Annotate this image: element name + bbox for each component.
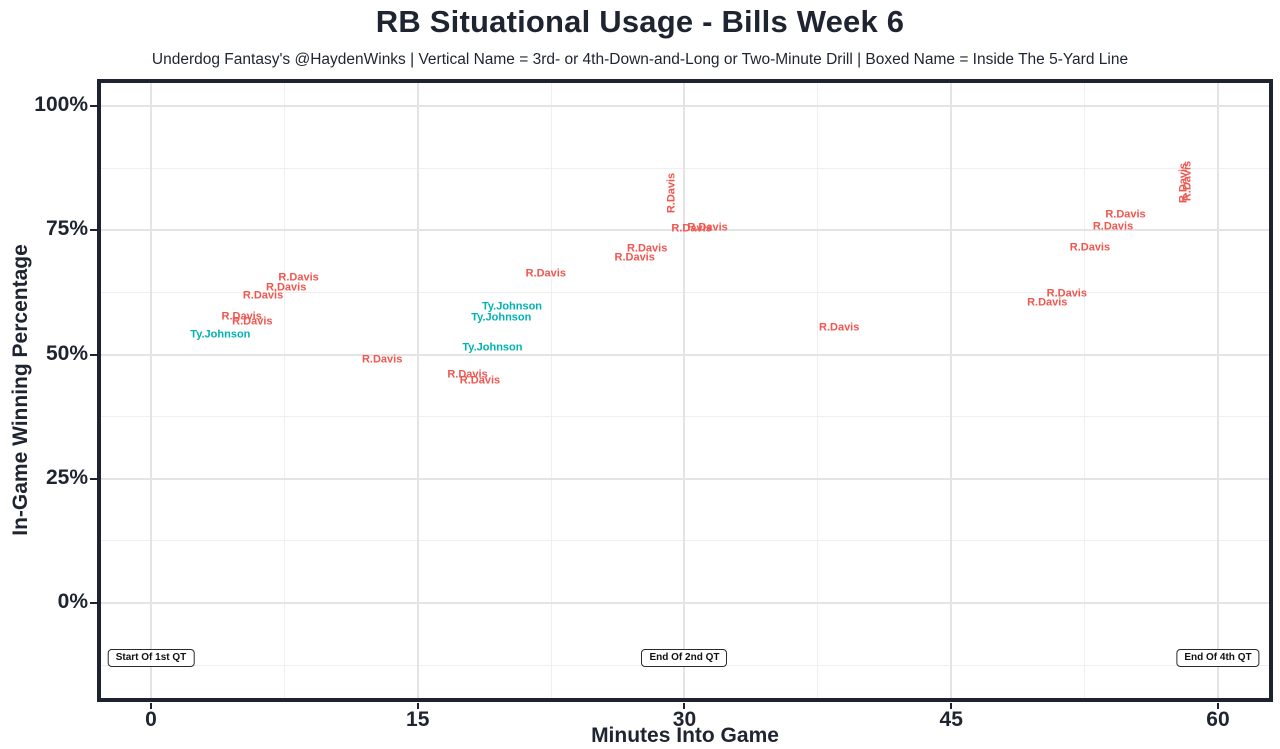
y-axis-tick [90, 602, 97, 604]
major-gridline [1216, 83, 1219, 698]
point-label-r-davis: R.Davis [626, 242, 668, 255]
point-label-ty-johnson: Ty.Johnson [471, 311, 532, 324]
point-label-r-davis: R.Davis [819, 321, 860, 334]
point-label-r-davis: R.Davis [242, 289, 284, 302]
x-tick-label: 60 [1206, 708, 1230, 731]
point-label-r-davis: R.Davis [525, 267, 566, 280]
major-gridline [101, 477, 1269, 480]
point-label-r-davis: R.Davis [459, 374, 501, 387]
minor-gridline [101, 540, 1269, 542]
y-axis-title: In-Game Winning Percentage [9, 244, 32, 536]
point-label-ty-johnson: Ty.Johnson [190, 328, 251, 341]
point-label-r-davis: R.Davis [614, 251, 655, 264]
major-gridline [101, 105, 1269, 107]
y-tick-label: 0% [57, 590, 88, 613]
quarter-marker-box: End Of 4th QT [1176, 648, 1260, 667]
chart-subtitle: Underdog Fantasy's @HaydenWinks | Vertic… [151, 51, 1129, 68]
major-gridline [101, 602, 1269, 604]
quarter-marker-box: Start Of 1st QT [107, 648, 195, 667]
x-axis-tick [150, 703, 152, 709]
x-tick-label: 45 [939, 708, 963, 731]
major-gridline [416, 83, 419, 698]
chart-title: RB Situational Usage - Bills Week 6 [375, 4, 905, 39]
point-label-r-davis: R.Davis [232, 315, 273, 328]
y-tick-label: 100% [34, 93, 88, 116]
x-tick-label: 30 [672, 708, 697, 731]
minor-gridline [817, 83, 819, 698]
point-label-r-davis: R.Davis [1092, 220, 1134, 233]
x-axis-title: Minutes Into Game [591, 724, 779, 747]
point-label-r-davis: R.Davis [1181, 160, 1194, 202]
major-gridline [101, 353, 1269, 356]
minor-gridline [101, 167, 1269, 169]
minor-gridline [1084, 83, 1086, 698]
minor-gridline [101, 416, 1269, 418]
point-label-r-davis: R.Davis [278, 271, 319, 284]
point-label-r-davis: R.Davis [1027, 296, 1068, 309]
y-axis-tick [90, 353, 97, 356]
y-tick-label: 50% [45, 341, 88, 365]
y-axis-tick [90, 105, 97, 107]
point-label-r-davis: R.Davis [671, 222, 712, 235]
point-label-r-davis: R.Davis [447, 368, 488, 381]
y-tick-label: 75% [45, 217, 88, 241]
x-axis-tick [416, 703, 419, 709]
point-label-r-davis: R.Davis [1105, 208, 1146, 221]
point-label-r-davis: R.Davis [221, 310, 262, 323]
quarter-marker-box: End Of 2nd QT [641, 648, 728, 667]
point-label-r-davis: R.Davis [665, 172, 678, 214]
point-label-r-davis: R.Davis [687, 221, 728, 234]
point-label-r-davis: R.Davis [265, 281, 307, 294]
minor-gridline [550, 83, 552, 698]
x-axis-tick [1216, 703, 1219, 709]
major-gridline [683, 83, 686, 698]
major-gridline [950, 83, 953, 698]
point-label-r-davis: R.Davis [1046, 287, 1087, 300]
x-tick-label: 15 [406, 708, 430, 731]
plot-layer: Start Of 1st QT End Of 2nd QT End Of 4th Q… [101, 83, 1269, 698]
point-label-r-davis: R.Davis [361, 353, 403, 366]
y-axis-tick [90, 477, 97, 480]
x-axis-tick [950, 703, 953, 709]
major-gridline [150, 83, 152, 698]
point-label-ty-johnson: Ty.Johnson [481, 300, 543, 313]
x-axis-tick [683, 703, 686, 709]
point-label-r-davis: R.Davis [1069, 241, 1111, 254]
minor-gridline [283, 83, 285, 698]
point-label-ty-johnson: Ty.Johnson [462, 341, 523, 354]
y-tick-label: 25% [45, 465, 88, 489]
y-axis-tick [90, 229, 97, 232]
x-tick-label: 0 [145, 708, 157, 731]
